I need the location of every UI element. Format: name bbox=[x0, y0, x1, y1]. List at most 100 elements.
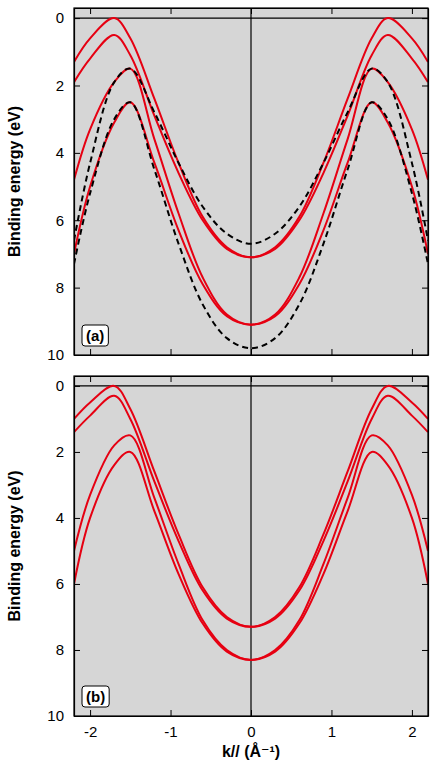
tick bbox=[422, 518, 428, 519]
tick bbox=[331, 349, 332, 355]
panel: -2 -1 0 1 2 0 2 4 6 8 10 Binding energy (eV) k// (Å⁻… bbox=[6, 376, 429, 760]
tick bbox=[422, 220, 428, 221]
tick-mark bbox=[412, 8, 413, 14]
band-curve bbox=[74, 102, 428, 324]
band-curve bbox=[74, 68, 428, 324]
band-curve bbox=[74, 102, 428, 348]
tick bbox=[422, 584, 428, 585]
y-axis-title: Binding energy (eV) bbox=[6, 106, 23, 257]
tick-mark bbox=[412, 710, 413, 716]
y-axis-left: 0246810 bbox=[47, 9, 80, 364]
tick bbox=[331, 8, 332, 14]
tick: 0 bbox=[56, 377, 80, 394]
tick bbox=[422, 650, 428, 651]
tick-mark bbox=[422, 85, 428, 86]
tick bbox=[422, 452, 428, 453]
tick-mark bbox=[331, 376, 332, 382]
tick: -1 bbox=[164, 710, 177, 740]
tick-mark bbox=[331, 710, 332, 716]
plot-frame bbox=[74, 376, 428, 716]
tick-label: 0 bbox=[56, 377, 64, 394]
tick: 4 bbox=[56, 144, 80, 161]
tick-mark bbox=[74, 85, 80, 86]
tick-mark bbox=[74, 288, 80, 289]
tick: 8 bbox=[56, 279, 80, 296]
tick-mark bbox=[251, 349, 252, 355]
tick-mark bbox=[412, 376, 413, 382]
tick-mark bbox=[422, 452, 428, 453]
x-axis-title: k// (Å⁻¹) bbox=[222, 742, 280, 760]
tick: 0 bbox=[247, 710, 255, 740]
reference-line-v bbox=[250, 376, 251, 716]
tick: 8 bbox=[56, 641, 80, 658]
tick: 2 bbox=[56, 77, 80, 94]
panel-label: (b) bbox=[86, 688, 105, 705]
tick: 2 bbox=[56, 443, 80, 460]
tick bbox=[412, 376, 413, 382]
tick-mark bbox=[90, 376, 91, 382]
plot-background bbox=[74, 376, 428, 716]
x-axis-top bbox=[75, 376, 429, 382]
tick-mark bbox=[74, 452, 80, 453]
tick-mark bbox=[422, 584, 428, 585]
tick-mark bbox=[331, 349, 332, 355]
tick-mark bbox=[251, 8, 252, 14]
band-curve bbox=[74, 69, 428, 244]
tick bbox=[422, 153, 428, 154]
tick: 6 bbox=[56, 212, 80, 229]
tick-mark bbox=[74, 153, 80, 154]
tick-label: -2 bbox=[84, 723, 97, 740]
panel-label: (a) bbox=[86, 327, 104, 344]
tick bbox=[171, 8, 172, 14]
panel: 0246810Binding energy (eV)(a) bbox=[6, 8, 429, 363]
x-axis-top bbox=[75, 8, 429, 14]
tick-mark bbox=[171, 8, 172, 14]
tick-mark bbox=[251, 710, 252, 716]
tick-label: 2 bbox=[408, 723, 416, 740]
panel-label-group: (a) bbox=[82, 325, 108, 346]
tick bbox=[422, 85, 428, 86]
tick-label: 10 bbox=[47, 707, 64, 724]
tick-mark bbox=[422, 288, 428, 289]
tick: 1 bbox=[328, 710, 336, 740]
plot-frame bbox=[74, 8, 428, 355]
tick: 6 bbox=[56, 575, 80, 592]
tick-mark bbox=[90, 8, 91, 14]
tick-mark bbox=[422, 518, 428, 519]
tick-mark bbox=[74, 386, 80, 387]
tick: -2 bbox=[84, 710, 97, 740]
tick bbox=[171, 349, 172, 355]
tick bbox=[90, 376, 91, 382]
y-axis-left: 0 2 4 6 8 10 bbox=[47, 377, 80, 725]
tick bbox=[251, 8, 252, 14]
tick-label: 8 bbox=[56, 279, 64, 296]
tick bbox=[251, 349, 252, 355]
tick bbox=[331, 376, 332, 382]
band-curve bbox=[74, 396, 428, 627]
tick-label: 6 bbox=[56, 575, 64, 592]
tick-mark bbox=[74, 584, 80, 585]
y-axis-title: Binding energy (eV) bbox=[6, 470, 23, 621]
tick bbox=[90, 8, 91, 14]
tick bbox=[422, 386, 428, 387]
tick-label: 10 bbox=[47, 346, 64, 363]
tick-label: 4 bbox=[56, 509, 64, 526]
tick-label: 8 bbox=[56, 641, 64, 658]
band-curve bbox=[74, 452, 428, 660]
tick-mark bbox=[331, 8, 332, 14]
tick-mark bbox=[171, 349, 172, 355]
tick-mark bbox=[90, 710, 91, 716]
tick: 4 bbox=[56, 509, 80, 526]
tick-mark bbox=[422, 153, 428, 154]
panel-label-box bbox=[82, 325, 108, 346]
figure: 0246810Binding energy (eV)(a)-2-10120246… bbox=[0, 0, 435, 763]
panel-label-group: (b) bbox=[82, 686, 109, 707]
tick-mark bbox=[171, 710, 172, 716]
band-curve bbox=[74, 386, 428, 627]
tick-label: -1 bbox=[164, 723, 177, 740]
tick-mark bbox=[171, 376, 172, 382]
tick-mark bbox=[74, 220, 80, 221]
tick-mark bbox=[74, 650, 80, 651]
tick-mark bbox=[251, 376, 252, 382]
tick-mark bbox=[422, 386, 428, 387]
